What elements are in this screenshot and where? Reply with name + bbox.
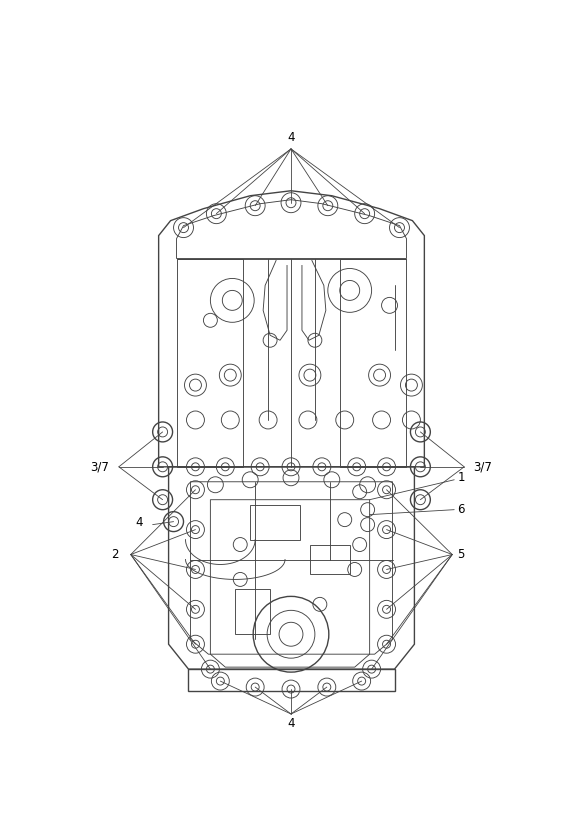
Text: 4: 4	[135, 516, 143, 529]
Text: 4: 4	[287, 131, 295, 144]
Text: 6: 6	[457, 503, 465, 516]
Text: 3/7: 3/7	[473, 461, 492, 473]
Bar	[250, 504, 300, 540]
Bar	[236, 589, 270, 634]
Bar	[310, 545, 350, 574]
Text: 4: 4	[287, 717, 295, 730]
Text: 5: 5	[457, 548, 465, 561]
Text: 3/7: 3/7	[90, 461, 109, 473]
Text: 1: 1	[457, 471, 465, 485]
Text: 2: 2	[111, 548, 119, 561]
